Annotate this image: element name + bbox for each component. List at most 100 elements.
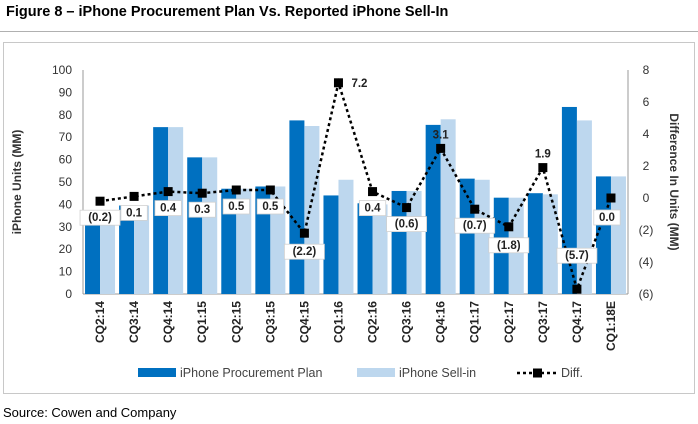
left-tick-label: 50 bbox=[59, 175, 73, 189]
legend-swatch-sell-in bbox=[357, 368, 395, 377]
diff-marker bbox=[470, 204, 480, 214]
left-tick-label: 80 bbox=[59, 108, 73, 122]
left-tick-label: 0 bbox=[65, 287, 72, 301]
diff-data-label: 0.0 bbox=[599, 212, 615, 224]
diff-label-box bbox=[222, 198, 250, 215]
x-tick-label: CQ1:15 bbox=[195, 301, 209, 343]
x-tick-label: CQ2:17 bbox=[502, 301, 516, 343]
bar-procurement bbox=[221, 188, 237, 294]
x-tick-label: CQ2:15 bbox=[229, 301, 243, 343]
x-tick-label: CQ4:16 bbox=[434, 301, 448, 343]
diff-marker bbox=[95, 196, 105, 206]
title-divider bbox=[0, 31, 698, 32]
bar-sell-in bbox=[338, 179, 354, 294]
left-tick-label: 30 bbox=[59, 220, 73, 234]
left-axis-title: iPhone Units (MM) bbox=[10, 130, 24, 235]
diff-label-box bbox=[454, 217, 496, 234]
left-tick-label: 20 bbox=[59, 242, 73, 256]
diff-marker bbox=[606, 193, 616, 203]
x-tick-label: CQ1:17 bbox=[468, 301, 482, 343]
figure-title: Figure 8 – iPhone Procurement Plan Vs. R… bbox=[6, 4, 449, 20]
diff-data-label: 0.5 bbox=[262, 201, 279, 213]
x-tick-label: CQ3:14 bbox=[127, 301, 141, 343]
bar-sell-in bbox=[440, 119, 456, 294]
x-tick-label: CQ2:16 bbox=[366, 301, 380, 343]
x-tick-label: CQ2:14 bbox=[93, 301, 107, 343]
right-tick-label: 4 bbox=[643, 127, 650, 141]
bar-sell-in bbox=[304, 126, 320, 294]
diff-data-label: 0.5 bbox=[228, 201, 245, 213]
x-tick-label: CQ4:17 bbox=[570, 301, 584, 343]
x-tick-label: CQ4:15 bbox=[297, 301, 311, 343]
bar-procurement bbox=[85, 214, 101, 294]
legend-label-diff: Diff. bbox=[561, 366, 583, 380]
diff-label-box bbox=[284, 243, 325, 260]
right-tick-label: 6 bbox=[643, 95, 650, 109]
left-tick-label: 70 bbox=[59, 130, 73, 144]
diff-line bbox=[99, 77, 613, 294]
bar-procurement bbox=[119, 205, 135, 294]
left-tick-label: 10 bbox=[59, 265, 73, 279]
diff-data-label: (0.7) bbox=[463, 220, 487, 232]
diff-marker bbox=[197, 188, 207, 198]
diff-data-label: 0.4 bbox=[160, 203, 177, 215]
bar-procurement bbox=[357, 203, 373, 294]
diff-marker bbox=[504, 222, 514, 232]
diff-label-box bbox=[386, 216, 427, 233]
bar-procurement bbox=[527, 193, 543, 294]
x-tick-label: CQ3:16 bbox=[400, 301, 414, 343]
diff-label-box bbox=[593, 209, 621, 226]
diff-marker bbox=[265, 185, 275, 195]
legend-label-procurement: iPhone Procurement Plan bbox=[180, 366, 322, 380]
diff-marker bbox=[402, 203, 412, 213]
diff-label-box bbox=[256, 198, 284, 215]
left-tick-label: 90 bbox=[59, 85, 73, 99]
bar-sell-in bbox=[542, 194, 558, 294]
diff-data-label: 7.2 bbox=[351, 78, 367, 90]
diff-marker bbox=[436, 143, 446, 153]
diff-data-label: 1.9 bbox=[535, 149, 551, 161]
diff-marker bbox=[572, 284, 582, 294]
left-tick-label: 60 bbox=[59, 153, 73, 167]
chart-frame: 0 10 20 30 40 50 60 70 80 90 100 (6) (4) (2) 0 2 4 6 8 iPho… bbox=[3, 42, 695, 394]
diff-data-label: (0.2) bbox=[88, 212, 112, 224]
bar-sell-in bbox=[202, 157, 218, 294]
right-tick-label: (6) bbox=[639, 287, 654, 301]
bar-procurement bbox=[187, 157, 203, 294]
diff-data-label: 0.3 bbox=[194, 204, 210, 216]
diff-marker bbox=[333, 78, 343, 88]
diff-data-label: 3.1 bbox=[433, 129, 450, 141]
bar-procurement bbox=[323, 195, 339, 294]
diff-label-box bbox=[79, 209, 121, 226]
diff-label-box bbox=[358, 200, 387, 217]
diff-label-box bbox=[488, 237, 530, 254]
diff-data-label: (5.7) bbox=[565, 250, 589, 262]
bar-sell-in bbox=[372, 204, 388, 294]
right-tick-label: 8 bbox=[643, 63, 650, 77]
right-axis-title: Difference In Units (MM) bbox=[667, 113, 681, 250]
diff-label-box bbox=[188, 201, 216, 218]
diff-marker bbox=[163, 187, 173, 197]
bar-sell-in bbox=[474, 179, 490, 294]
x-tick-label: CQ1:18E bbox=[604, 301, 618, 351]
right-tick-label: (4) bbox=[639, 255, 654, 269]
right-tick-label: 0 bbox=[643, 191, 650, 205]
diff-label-box bbox=[154, 200, 182, 217]
diff-data-label: 0.4 bbox=[365, 203, 382, 215]
diff-marker bbox=[231, 185, 241, 195]
legend-swatch-procurement bbox=[138, 368, 176, 377]
diff-marker bbox=[368, 187, 378, 197]
legend-label-sell-in: iPhone Sell-in bbox=[399, 366, 476, 380]
diff-marker bbox=[299, 228, 309, 238]
left-tick-label: 40 bbox=[59, 197, 73, 211]
bar-sell-in bbox=[236, 188, 252, 294]
x-tick-label: CQ3:17 bbox=[536, 301, 550, 343]
diff-marker bbox=[129, 191, 139, 201]
diff-label-box bbox=[556, 247, 598, 264]
bar-procurement bbox=[289, 120, 305, 295]
bar-sell-in bbox=[100, 214, 116, 294]
bar-sell-in bbox=[610, 176, 626, 294]
diff-data-label: (1.8) bbox=[497, 240, 521, 252]
x-tick-label: CQ3:15 bbox=[263, 301, 277, 343]
x-tick-label: CQ4:14 bbox=[161, 301, 175, 343]
